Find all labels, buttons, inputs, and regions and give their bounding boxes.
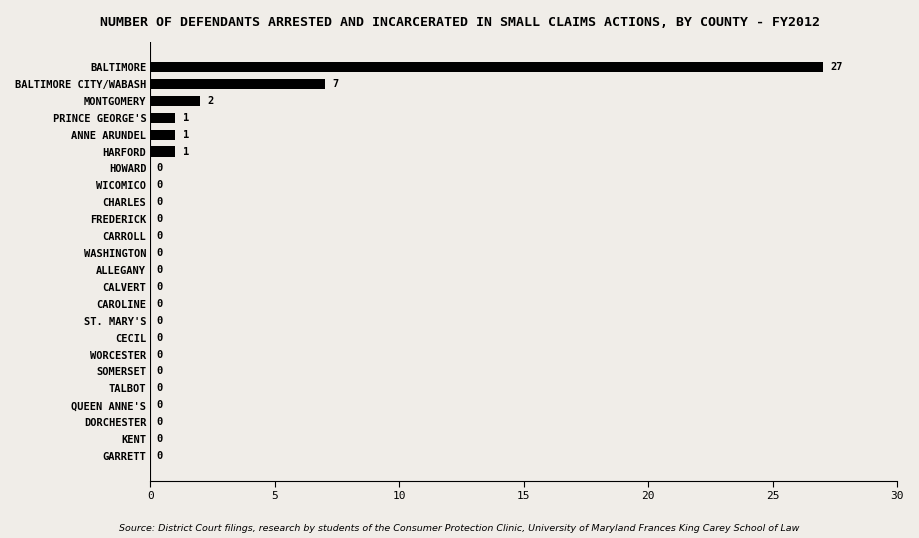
Text: 7: 7 <box>332 79 338 89</box>
Text: 0: 0 <box>156 417 163 427</box>
Text: 0: 0 <box>156 164 163 173</box>
Bar <box>151 130 176 140</box>
Text: 1: 1 <box>183 146 189 157</box>
Text: 27: 27 <box>830 62 843 72</box>
Text: 0: 0 <box>156 332 163 343</box>
Text: 0: 0 <box>156 265 163 275</box>
Text: 0: 0 <box>156 231 163 241</box>
Text: 0: 0 <box>156 350 163 359</box>
Bar <box>151 96 200 106</box>
Text: Source: District Court filings, research by students of the Consumer Protection : Source: District Court filings, research… <box>119 523 800 533</box>
Text: 0: 0 <box>156 434 163 444</box>
Text: 0: 0 <box>156 214 163 224</box>
Bar <box>151 146 176 157</box>
Text: 0: 0 <box>156 248 163 258</box>
Bar <box>151 62 823 72</box>
Bar <box>151 112 176 123</box>
Text: 0: 0 <box>156 197 163 207</box>
Text: 0: 0 <box>156 180 163 190</box>
Text: 0: 0 <box>156 400 163 410</box>
Text: 2: 2 <box>208 96 214 106</box>
Text: NUMBER OF DEFENDANTS ARRESTED AND INCARCERATED IN SMALL CLAIMS ACTIONS, BY COUNT: NUMBER OF DEFENDANTS ARRESTED AND INCARC… <box>99 16 820 29</box>
Text: 1: 1 <box>183 112 189 123</box>
Text: 0: 0 <box>156 366 163 377</box>
Text: 1: 1 <box>183 130 189 139</box>
Text: 0: 0 <box>156 299 163 309</box>
Bar <box>151 79 324 89</box>
Text: 0: 0 <box>156 451 163 461</box>
Text: 0: 0 <box>156 316 163 325</box>
Text: 0: 0 <box>156 384 163 393</box>
Text: 0: 0 <box>156 282 163 292</box>
